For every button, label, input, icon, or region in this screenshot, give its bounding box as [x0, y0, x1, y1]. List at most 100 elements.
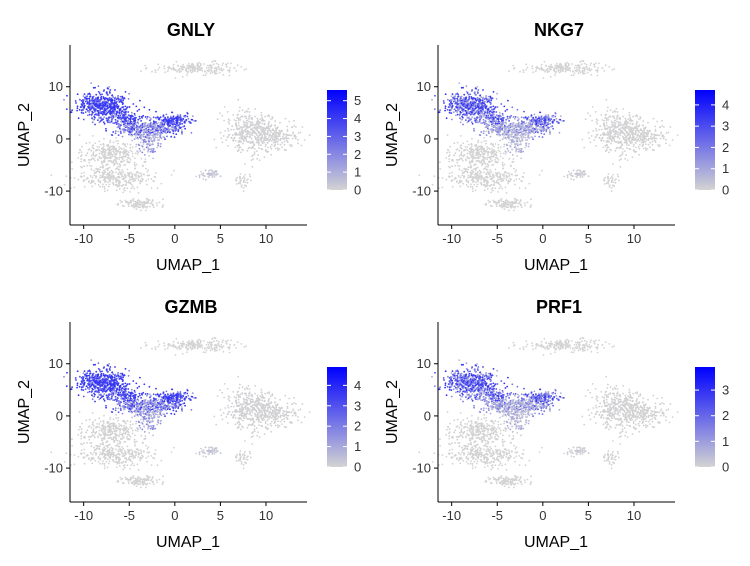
cell-point [143, 173, 146, 176]
cell-point [293, 119, 295, 122]
cell-point [516, 144, 519, 147]
cell-point [209, 169, 212, 172]
panel-title: NKG7 [534, 20, 584, 40]
cell-point [533, 119, 535, 122]
cell-point [502, 179, 504, 181]
cell-point [92, 151, 95, 153]
cell-point [476, 86, 478, 88]
cell-point [152, 151, 155, 153]
cell-point [121, 160, 124, 163]
cell-point [457, 95, 460, 98]
cell-point [99, 143, 102, 146]
cell-point [156, 122, 158, 125]
cell-point [129, 191, 132, 193]
cell-point [65, 175, 68, 178]
cell-point [248, 114, 251, 117]
cell-point [516, 155, 519, 157]
cell-point [159, 116, 162, 119]
cell-point [99, 166, 102, 169]
cell-point [172, 126, 175, 129]
cell-point [180, 67, 183, 70]
cell-point [203, 174, 206, 177]
cell-point [123, 122, 125, 124]
cell-point [131, 126, 134, 129]
cell-point [107, 143, 110, 146]
cell-point [93, 174, 95, 177]
cell-point [241, 115, 244, 118]
cell-point [505, 138, 508, 140]
cell-point [188, 63, 190, 65]
cell-point [547, 122, 549, 124]
cell-point [489, 95, 492, 98]
cell-point [477, 105, 480, 108]
cell-point [240, 151, 242, 154]
cell-point [202, 178, 205, 181]
cell-point [125, 176, 127, 179]
cell-point [484, 122, 487, 124]
cell-point [93, 159, 96, 162]
cell-point [478, 100, 480, 103]
cell-point [109, 149, 112, 152]
cell-point [274, 143, 277, 146]
cell-point [121, 175, 124, 178]
cell-point [154, 133, 157, 136]
cell-point [133, 112, 136, 115]
cell-point [482, 160, 485, 163]
cell-point [113, 101, 116, 104]
cell-point [158, 117, 161, 120]
cell-point [544, 125, 546, 127]
cell-point [450, 109, 453, 111]
cell-point [81, 145, 83, 148]
cell-point [109, 159, 112, 162]
cell-point [198, 174, 201, 177]
cell-point [472, 157, 474, 160]
cell-point [450, 112, 453, 114]
cell-point [179, 116, 182, 119]
cell-point [541, 136, 544, 139]
cell-point [76, 105, 79, 108]
cell-point [477, 112, 480, 115]
cell-point [160, 137, 163, 140]
cell-point [511, 161, 514, 164]
cell-point [103, 122, 106, 125]
cell-point [108, 183, 111, 186]
cell-point [250, 132, 253, 135]
cell-point [523, 121, 525, 123]
cell-point [497, 132, 500, 135]
cell-point [96, 114, 98, 116]
cell-point [490, 116, 493, 118]
cell-point [515, 123, 518, 125]
cell-point [499, 126, 502, 129]
cell-point [97, 119, 99, 121]
cell-point [474, 101, 477, 104]
cell-point [474, 177, 477, 179]
cell-point [520, 116, 523, 119]
cell-point [284, 117, 287, 120]
cell-point [492, 155, 495, 158]
cell-point [139, 131, 142, 134]
cell-point [518, 131, 521, 134]
cell-point [264, 115, 266, 118]
cell-point [259, 125, 262, 128]
cell-point [450, 179, 453, 182]
cell-point [92, 118, 95, 121]
cell-point [276, 147, 279, 150]
cell-point [103, 190, 106, 193]
cell-point [221, 141, 224, 144]
y-tick-label: 10 [49, 79, 63, 94]
cell-point [525, 139, 527, 141]
cell-point [191, 118, 194, 121]
cell-point [448, 172, 451, 175]
cell-point [88, 141, 91, 144]
cell-point [250, 137, 253, 140]
cell-point [126, 159, 128, 161]
cell-point [133, 126, 136, 128]
cell-point [529, 126, 531, 129]
cell-point [299, 131, 302, 134]
cell-point [135, 171, 138, 174]
cell-point [527, 145, 530, 148]
cell-point [481, 164, 483, 167]
cell-point [485, 124, 488, 127]
cell-point [103, 97, 106, 100]
cell-point [149, 137, 152, 139]
